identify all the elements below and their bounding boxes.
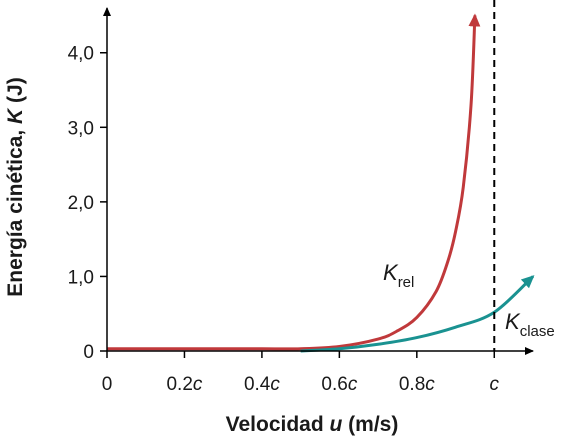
curve-clase (300, 275, 535, 353)
series-labels: Krel Kclase (383, 260, 555, 340)
x-tick-label: 0.6c (321, 374, 357, 395)
x-tick-label: 0.4c (244, 374, 280, 395)
series-label-clase: Kclase (505, 309, 555, 340)
x-tick-label: c (490, 374, 500, 395)
series-label-rel: Krel (383, 260, 414, 291)
y-tick-label: 2,0 (68, 193, 94, 214)
y-tick-label: 1,0 (68, 267, 94, 288)
y-axis-title: Energía cinética, K (J) (4, 77, 27, 296)
x-tick-label: 0.2c (166, 374, 202, 395)
curve-rel (107, 13, 481, 351)
curves (107, 13, 535, 353)
y-tick-label: 4,0 (68, 44, 94, 65)
y-tick-labels: 0 1,0 2,0 3,0 4,0 (68, 44, 107, 363)
x-tick-labels: 0 0.2c 0.4c 0.6c 0.8c c (102, 351, 500, 395)
x-axis-title: Velocidad u (m/s) (226, 413, 399, 436)
y-tick-label: 0 (83, 342, 94, 363)
x-tick-label: 0 (102, 374, 113, 395)
x-tick-label: 0.8c (399, 374, 435, 395)
y-tick-label: 3,0 (68, 118, 94, 139)
